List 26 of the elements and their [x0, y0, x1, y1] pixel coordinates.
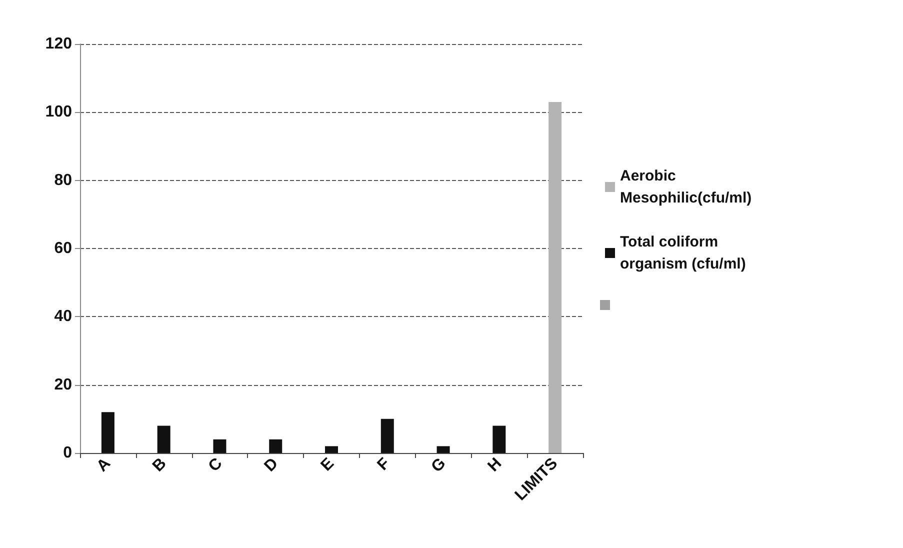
y-tick-label: 60: [54, 240, 72, 257]
bar: [213, 439, 226, 453]
bar: [101, 412, 114, 453]
y-tick-label: 20: [54, 376, 72, 394]
bar: [436, 446, 450, 453]
legend-label: Total coliform organism (cfu/ml): [620, 234, 746, 272]
y-tick-label: 40: [54, 308, 72, 326]
x-tick-label: G: [428, 454, 450, 476]
x-tick-label: D: [261, 454, 282, 476]
x-tick-label: H: [484, 454, 506, 476]
y-tick-label: 120: [45, 36, 72, 52]
bar: [548, 102, 562, 453]
bar: [157, 426, 170, 453]
x-tick-label: B: [150, 454, 170, 476]
bar: [380, 418, 394, 453]
x-tick-label: A: [94, 454, 114, 476]
x-tick-label: E: [318, 454, 338, 475]
bar: [269, 439, 282, 453]
y-tick-label: 80: [54, 172, 72, 189]
y-tick-label: 100: [45, 104, 72, 121]
x-tick-label: F: [374, 454, 394, 474]
x-tick-label: C: [206, 454, 226, 476]
bar: [492, 426, 506, 453]
y-tick-label: 0: [63, 444, 72, 462]
legend-label: Aerobic Mesophilic(cfu/ml): [620, 168, 752, 206]
bar: [325, 446, 338, 453]
